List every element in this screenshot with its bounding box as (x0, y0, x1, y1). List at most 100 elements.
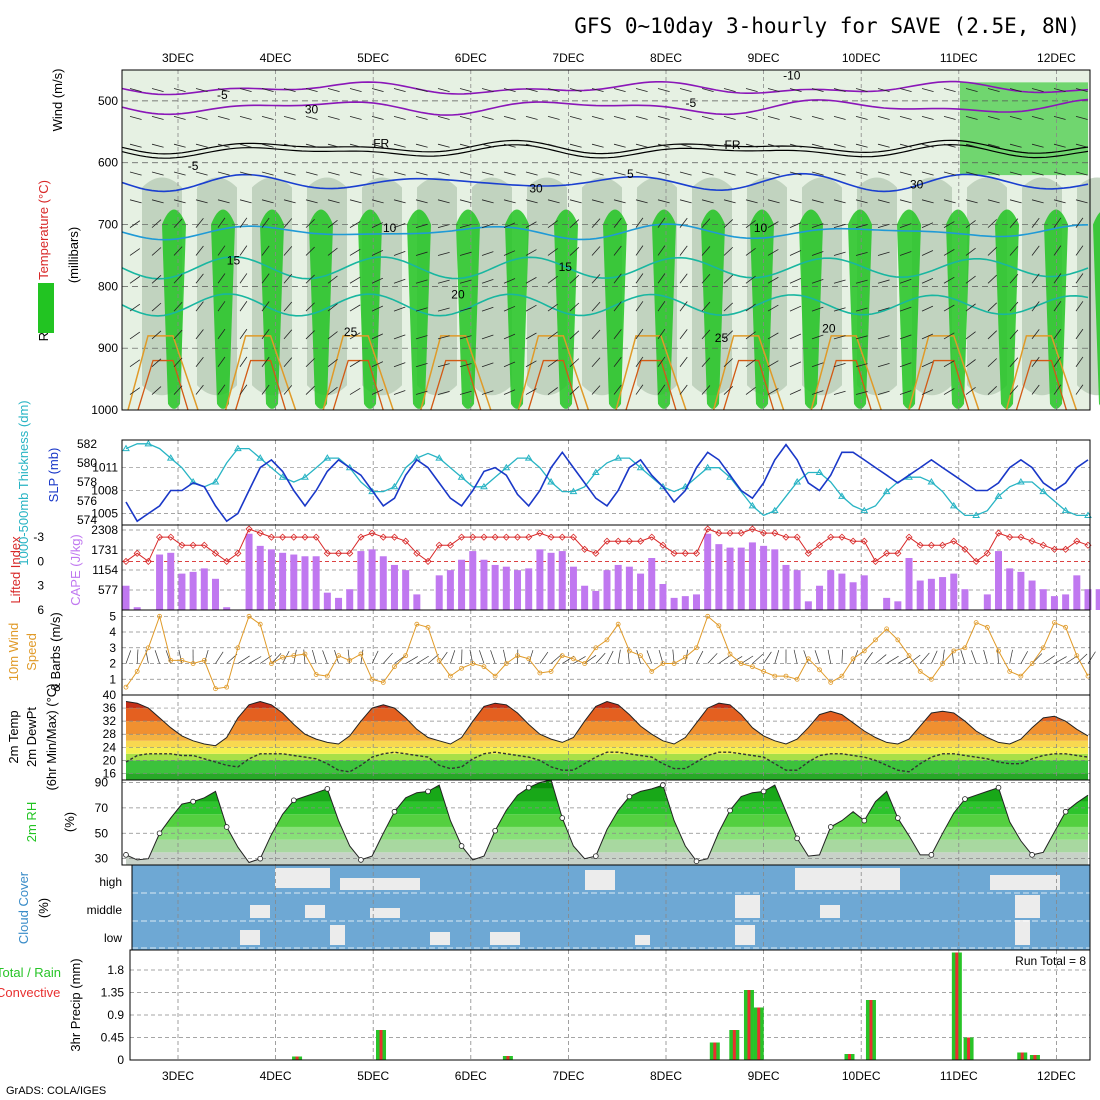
pressure-tick-label: 600 (98, 156, 118, 170)
contour-label: FR (373, 136, 389, 150)
wind-barb (745, 387, 756, 395)
wind-barb (525, 249, 537, 256)
wind-barb (723, 274, 734, 284)
wind-barb (767, 360, 779, 368)
cape-bar (927, 578, 935, 610)
wind-barb (679, 384, 688, 395)
wind-barb (1053, 217, 1062, 228)
wind-barb (371, 389, 384, 395)
wind-barb (437, 307, 450, 312)
contour-label: -5 (188, 159, 199, 173)
rh-marker (794, 835, 800, 842)
lifted-index-marker (815, 541, 824, 549)
cape-bar (715, 544, 723, 610)
lifted-index-marker (950, 537, 958, 545)
wind-barb (1075, 301, 1084, 312)
wind-barb (349, 332, 361, 340)
wind-barb (547, 331, 558, 340)
rh-marker (962, 796, 968, 802)
wind-barb (195, 329, 204, 340)
wind-barb (965, 275, 976, 284)
wind-barb (1075, 245, 1084, 256)
cloud-block (330, 925, 345, 945)
wind-barb (899, 199, 912, 204)
lifted-index-marker (860, 537, 868, 545)
wind-barb (459, 363, 472, 368)
wind-barb (679, 273, 688, 284)
wind-barb (503, 222, 516, 229)
wind-barb (481, 88, 494, 93)
wind-barb (767, 249, 779, 256)
wind-barb (591, 385, 601, 395)
wind-barb (943, 143, 956, 148)
wind-barb (415, 115, 428, 120)
cape-bar (413, 594, 421, 610)
lifted-index-marker (200, 541, 208, 549)
wind-barb (195, 171, 208, 176)
wind-barb (151, 199, 164, 204)
wind-barb (679, 301, 688, 312)
wind-speed-marker (772, 673, 778, 679)
wind-barb (547, 303, 558, 312)
precip-convective-bar (967, 1037, 971, 1060)
rh-tick-label: 90 (95, 776, 109, 790)
precip-convective-bar (869, 1000, 873, 1060)
cape-bar (290, 554, 298, 610)
wind-barb (987, 302, 997, 312)
wind-barb (745, 247, 756, 256)
rh-tick-label: 70 (95, 801, 109, 815)
wind-barb (591, 274, 601, 284)
cape-bar (1039, 589, 1047, 610)
wind-tick-label: 4 (109, 625, 116, 639)
lifted-index-marker (1028, 537, 1036, 545)
lifted-index-marker (424, 557, 432, 565)
wind-barb (1031, 301, 1040, 312)
wind-barb (855, 335, 868, 340)
rh-marker (693, 858, 700, 864)
pressure-tick-label: 1000 (91, 403, 118, 417)
lifted-index-marker (133, 549, 141, 557)
wind-barb (789, 333, 802, 340)
lifted-index-marker (793, 533, 801, 541)
rh-marker (1062, 808, 1069, 815)
wind-barb (811, 115, 824, 120)
wind-barb (459, 279, 472, 284)
cape-bar (670, 597, 678, 610)
wind-barb (195, 88, 208, 93)
wind-barb (283, 115, 296, 120)
wind-barb (987, 358, 997, 368)
chart-title: GFS 0~10day 3-hourly for SAVE (2.5E, 8N) (574, 14, 1080, 38)
temp-axis-label-1: 2m Temp (6, 710, 21, 763)
wind-tick-label: 1 (109, 672, 116, 686)
wind-barb (723, 246, 734, 256)
rh-tick-label: 30 (95, 852, 109, 866)
lifted-index-marker (748, 525, 756, 533)
wind-speed-marker (626, 648, 632, 654)
lifted-index-marker (581, 545, 589, 553)
lifted-index-marker (245, 525, 253, 533)
wind-barb (723, 386, 734, 395)
temp-band (126, 760, 1088, 774)
wind-barb (173, 88, 186, 93)
wind-speed-marker (425, 624, 431, 630)
freezing-level-contour (121, 143, 1089, 159)
wind-barb (1031, 273, 1040, 284)
wind-speed-marker (1029, 661, 1035, 666)
rh-marker (257, 855, 264, 862)
rh-marker (358, 857, 364, 863)
wind-barb (459, 335, 472, 340)
wind-barb (613, 217, 622, 228)
wind-barb (899, 223, 912, 229)
wind-barb (503, 88, 516, 93)
wind-barb (987, 330, 997, 340)
wind-barb (547, 220, 558, 228)
wind-barb (129, 88, 142, 93)
rh-moist-column (309, 209, 333, 409)
temp-contour (712, 335, 785, 411)
wind-barb (613, 199, 626, 204)
slp-line (125, 443, 1089, 523)
wind-barb (718, 655, 731, 664)
wind-speed-marker (973, 620, 979, 625)
wind-barb (745, 303, 756, 312)
wind-barb (635, 356, 644, 367)
